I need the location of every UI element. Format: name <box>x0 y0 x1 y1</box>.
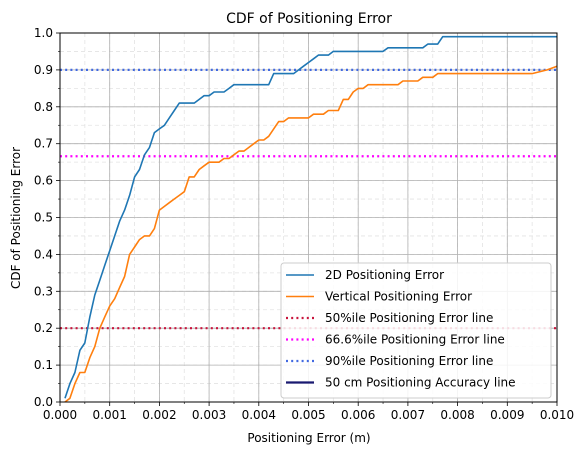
series-lines <box>64 35 558 403</box>
y-tick-label: 0.3 <box>34 284 53 298</box>
y-tick-label: 0.7 <box>34 137 53 151</box>
x-tick-label: 0.002 <box>142 408 176 422</box>
x-tick-label: 0.006 <box>341 408 375 422</box>
x-tick-label: 0.007 <box>391 408 425 422</box>
y-tick-label: 0.2 <box>34 321 53 335</box>
y-tick-label: 0.4 <box>34 247 53 261</box>
legend-entry-label: 50%ile Positioning Error line <box>325 311 493 325</box>
series-line <box>64 35 557 399</box>
x-tick-label: 0.003 <box>192 408 226 422</box>
legend-entry-label: 66.6%ile Positioning Error line <box>325 333 505 347</box>
x-axis-title: Positioning Error (m) <box>247 431 370 445</box>
legend: 2D Positioning Error Vertical Positioning… <box>280 262 552 399</box>
chart-title: CDF of Positioning Error <box>226 11 392 27</box>
legend-entry-label: Vertical Positioning Error <box>325 290 472 304</box>
x-tick-label: 0.010 <box>540 408 574 422</box>
x-tick-label: 0.000 <box>43 408 77 422</box>
x-tick-label: 0.004 <box>242 408 276 422</box>
y-axis-ticks: 0.0 0.1 0.2 0.3 0.4 0.5 0.6 0.7 0.8 0.9 1.0 <box>34 26 60 409</box>
y-tick-label: 0.8 <box>34 100 53 114</box>
y-tick-label: 0.9 <box>34 63 53 77</box>
y-tick-label: 0.1 <box>34 358 53 372</box>
series-line <box>64 65 558 403</box>
legend-entry-label: 90%ile Positioning Error line <box>325 354 493 368</box>
x-axis-ticks: 0.000 0.001 0.002 0.003 0.004 0.005 0.006 0.007… <box>43 402 574 422</box>
y-tick-label: 0.5 <box>34 211 53 225</box>
legend-entry-label: 2D Positioning Error <box>325 268 444 282</box>
legend-entry-label: 50 cm Positioning Accuracy line <box>325 376 516 390</box>
x-tick-label: 0.009 <box>490 408 524 422</box>
x-tick-label: 0.001 <box>93 408 127 422</box>
y-axis-title: CDF of Positioning Error <box>9 147 23 289</box>
y-tick-label: 0.6 <box>34 174 53 188</box>
y-tick-label: 1.0 <box>34 26 53 40</box>
legend-box <box>280 262 552 399</box>
x-tick-label: 0.005 <box>291 408 325 422</box>
x-tick-label: 0.008 <box>440 408 474 422</box>
y-tick-label: 0.0 <box>34 395 53 409</box>
